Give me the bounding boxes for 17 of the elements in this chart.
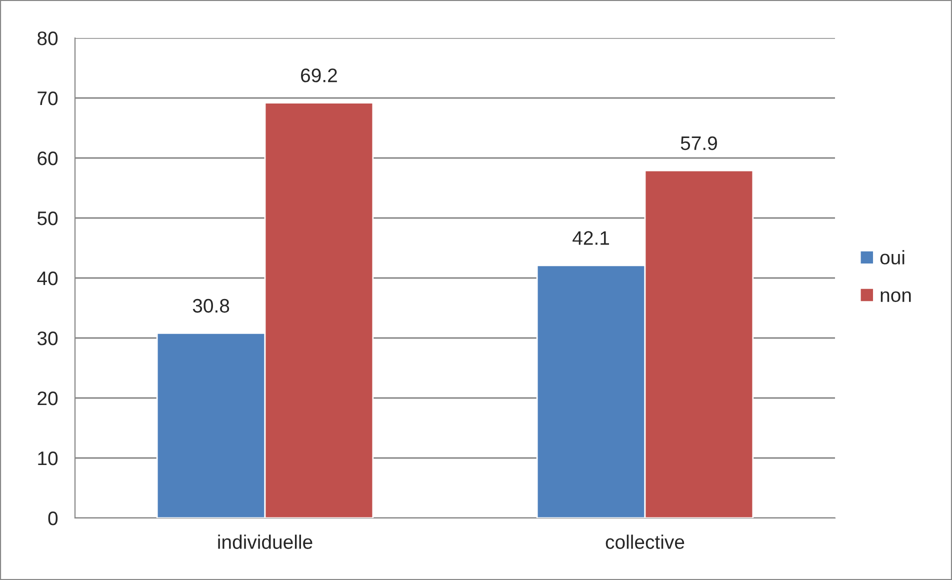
legend-label: non [880,291,911,302]
y-tick-label: 50 [37,211,58,226]
y-tick-label: 20 [38,391,58,406]
x-tick-label: individuelle [218,534,312,549]
y-tick-label: 40 [37,271,58,286]
data-label: 42.1 [572,231,610,245]
y-tick-label: 60 [38,151,58,166]
data-label: 57.9 [680,136,717,150]
y-tick-label: 10 [38,451,58,466]
y-tick-label: 70 [38,91,58,106]
legend-label: oui [880,250,904,264]
y-tick-label: 30 [37,331,58,346]
data-label: 69.2 [301,68,337,82]
data-label: 30.8 [192,298,230,313]
x-tick-label: collective [606,534,684,549]
y-tick-label: 0 [48,511,58,526]
y-tick-label: 80 [38,31,58,46]
